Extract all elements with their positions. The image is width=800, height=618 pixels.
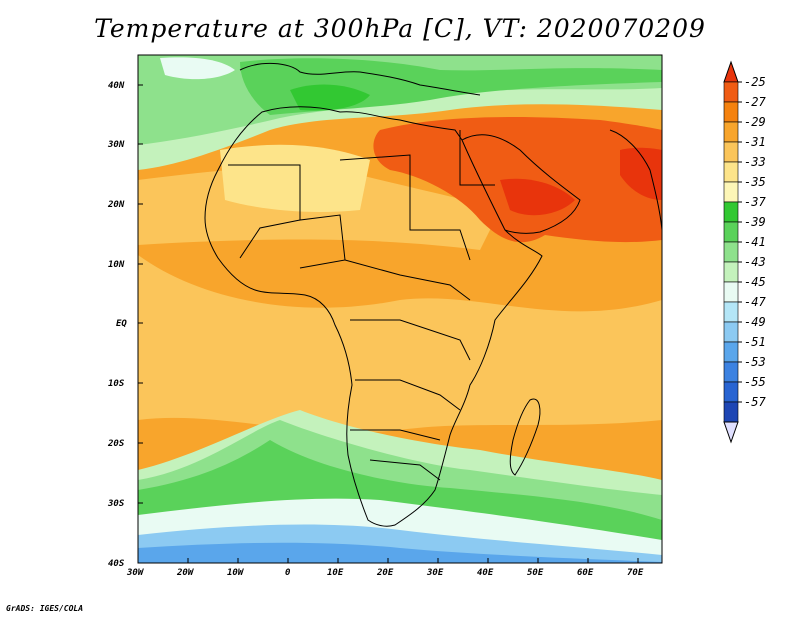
colorbar-label: -39 xyxy=(744,215,766,229)
colorbar-swatch xyxy=(723,101,739,123)
colorbar-label: -27 xyxy=(744,95,766,109)
colorbar-swatch xyxy=(723,361,739,383)
colorbar-label: -53 xyxy=(744,355,766,369)
lat-label: 40S xyxy=(108,559,125,569)
colorbar-swatch xyxy=(723,301,739,323)
lat-label: 30S xyxy=(107,499,125,509)
colorbar-label: -35 xyxy=(744,175,766,189)
colorbar-label: -31 xyxy=(744,135,766,149)
internal-border-8 xyxy=(369,459,441,481)
africa-coastline xyxy=(204,106,543,527)
colorbar-swatch xyxy=(723,161,739,183)
lon-label: 50E xyxy=(527,568,544,578)
colorbar-label: -25 xyxy=(744,75,766,89)
field-pale-yellow-sahara xyxy=(220,144,370,212)
field-green-med-core xyxy=(290,84,370,111)
colorbar-label: -37 xyxy=(744,195,766,209)
colorbar-swatch xyxy=(723,321,739,343)
lon-label: 70E xyxy=(627,568,644,578)
internal-border-7 xyxy=(350,429,441,441)
colorbar-label: -49 xyxy=(744,315,766,329)
arabia-coastline xyxy=(461,134,581,234)
lat-label: 20N xyxy=(107,200,125,210)
field-hottest-india xyxy=(620,147,662,200)
lon-label: 10E xyxy=(327,568,344,578)
lat-labels: 40N 30N 20N 10N EQ 10S 20S 30S 40S xyxy=(107,81,127,569)
europe-coast xyxy=(239,62,481,96)
lon-label: 30W xyxy=(126,568,145,578)
field-deep-blue-south xyxy=(138,542,662,563)
internal-border-2 xyxy=(339,154,471,261)
colorbar-swatch xyxy=(723,141,739,163)
colorbar-label: -41 xyxy=(744,235,766,249)
lon-label: 0 xyxy=(285,568,291,578)
colorbar: -25 -27 -29 -31 -33 -35 -37 -39 -41 -43 -45 -47 -49 -… xyxy=(723,60,766,444)
colorbar-label: -55 xyxy=(744,375,766,389)
lon-label: 30E xyxy=(426,568,444,578)
colorbar-swatch xyxy=(723,181,739,203)
lon-label: 20W xyxy=(176,568,195,578)
colorbar-swatch xyxy=(723,81,739,103)
colorbar-top-triangle xyxy=(723,60,739,83)
colorbar-swatch xyxy=(723,221,739,243)
colorbar-swatch xyxy=(723,381,739,403)
colorbar-label: -29 xyxy=(744,115,766,129)
field-pale-yellow-band xyxy=(138,255,662,433)
lon-label: 40E xyxy=(477,568,494,578)
temperature-field xyxy=(138,55,662,563)
colorbar-label: -33 xyxy=(744,155,766,169)
lon-label: 20E xyxy=(376,568,394,578)
field-hottest-arabia xyxy=(500,178,575,216)
colorbar-swatch xyxy=(723,241,739,263)
lat-label: 10S xyxy=(108,379,125,389)
colorbar-swatch xyxy=(723,341,739,363)
colorbar-bottom-triangle xyxy=(723,421,739,444)
field-pale-blue-atlantic xyxy=(160,57,235,80)
internal-border-1 xyxy=(228,164,346,269)
colorbar-swatch xyxy=(723,201,739,223)
lon-labels: 30W 20W 10W 0 10E 20E 30E 40E 50E 60E 70… xyxy=(126,568,644,578)
internal-border-9 xyxy=(459,130,495,186)
lat-label: 10N xyxy=(108,260,125,270)
colorbar-label: -43 xyxy=(744,255,766,269)
coastlines xyxy=(204,62,662,527)
internal-border-4 xyxy=(344,259,471,301)
colorbar-swatch xyxy=(723,261,739,283)
lat-label: EQ xyxy=(116,319,127,329)
madagascar-coastline xyxy=(509,398,541,476)
india-coast xyxy=(609,129,662,231)
lon-label: 10W xyxy=(227,568,245,578)
lat-label: 40N xyxy=(108,81,125,91)
credit-text: GrADS: IGES/COLA xyxy=(6,604,84,613)
colorbar-swatch xyxy=(723,281,739,303)
internal-border-3 xyxy=(239,219,301,259)
colorbar-label: -45 xyxy=(744,275,766,289)
map-frame xyxy=(137,54,663,564)
lat-label: 20S xyxy=(107,439,125,449)
internal-border-5 xyxy=(350,319,471,361)
chart-title: Temperature at 300hPa [C], VT: 202007020… xyxy=(94,14,706,43)
lat-label: 30N xyxy=(107,140,125,150)
colorbar-label: -51 xyxy=(744,335,766,349)
internal-border-6 xyxy=(355,379,461,411)
colorbar-label: -57 xyxy=(744,395,766,409)
colorbar-swatch xyxy=(723,401,739,423)
colorbar-label: -47 xyxy=(744,295,766,309)
colorbar-swatch xyxy=(723,121,739,143)
ticks xyxy=(138,84,639,563)
lon-label: 60E xyxy=(577,568,594,578)
